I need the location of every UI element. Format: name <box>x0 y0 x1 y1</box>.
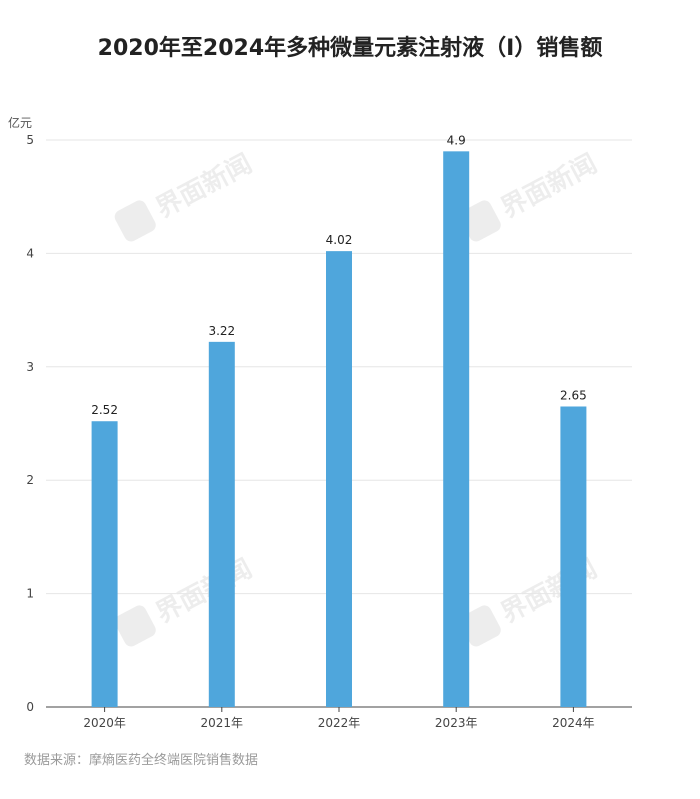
y-tick-label: 5 <box>26 133 34 147</box>
y-axis-unit-label: 亿元 <box>8 116 33 130</box>
x-tick-label: 2021年 <box>201 716 244 730</box>
x-tick-label: 2020年 <box>83 716 126 730</box>
y-tick-label: 3 <box>26 360 34 374</box>
y-tick-label: 4 <box>26 246 34 260</box>
bar-value-label: 2.65 <box>560 388 587 402</box>
bar-value-label: 4.02 <box>326 233 353 247</box>
x-tick-label: 2024年 <box>552 716 595 730</box>
bar-value-label: 4.9 <box>447 133 466 147</box>
chart-title: 2020年至2024年多种微量元素注射液（I）销售额 <box>97 36 603 61</box>
bar-value-label: 3.22 <box>208 324 235 338</box>
x-tick-label: 2023年 <box>435 716 478 730</box>
x-tick-label: 2022年 <box>318 716 361 730</box>
y-tick-label: 0 <box>26 700 34 714</box>
y-tick-label: 1 <box>26 587 34 601</box>
bar <box>208 341 235 707</box>
bar <box>326 251 352 707</box>
bar <box>560 406 587 707</box>
bar <box>443 151 470 708</box>
data-source-note: 数据来源：摩熵医药全终端医院销售数据 <box>24 753 259 768</box>
bar <box>91 421 118 707</box>
y-tick-label: 2 <box>26 473 34 487</box>
bar-value-label: 2.52 <box>91 403 118 417</box>
